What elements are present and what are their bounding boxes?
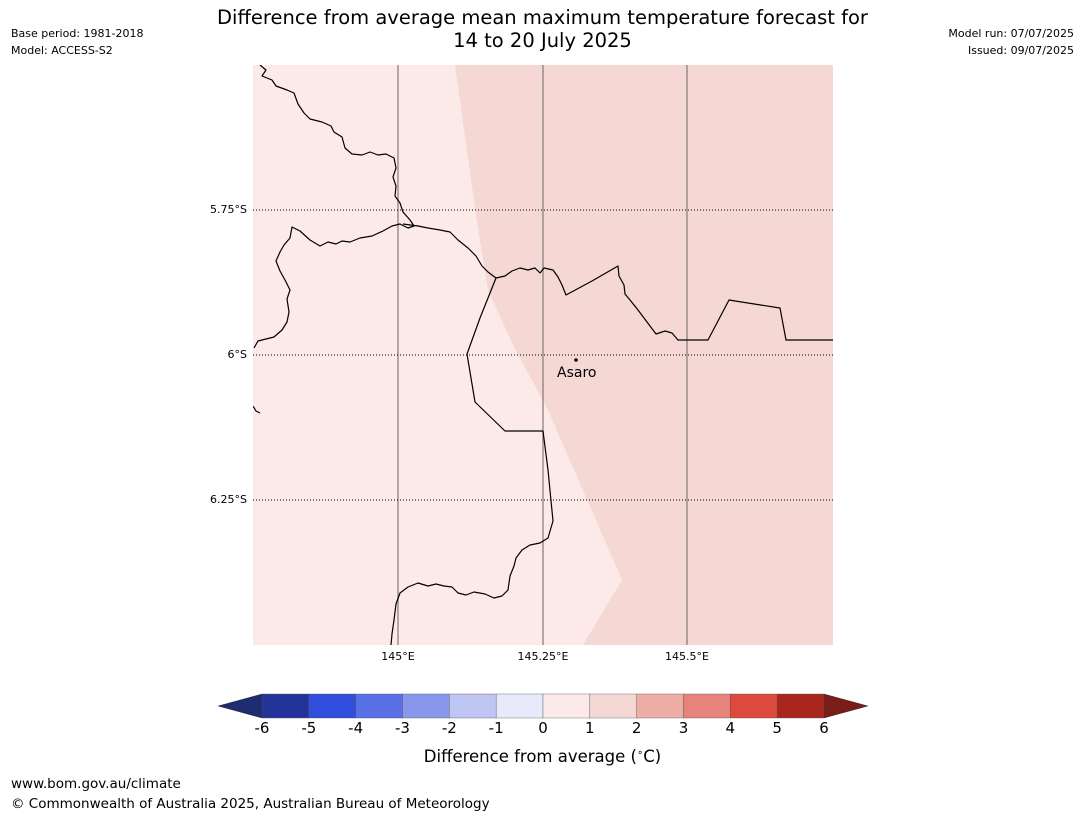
boundary-fragment-west [253, 405, 261, 414]
province-boundary-central [402, 223, 833, 341]
lat-tick-label: 6°S [227, 348, 247, 361]
footer-copyright: © Commonwealth of Australia 2025, Austra… [11, 796, 490, 812]
colorbar-tick-label: -4 [348, 719, 364, 737]
lat-tick-label: 5.75°S [210, 203, 247, 216]
colorbar-tick-label: -6 [254, 719, 270, 737]
colorbar-tick-label: 4 [725, 719, 736, 737]
colorbar-tick-label: 5 [772, 719, 782, 737]
issued-text: Issued: 09/07/2025 [967, 44, 1074, 57]
colorbar-segment [776, 693, 825, 719]
colorbar-segment [402, 693, 450, 719]
colorbar-label-unit: C) [643, 747, 662, 766]
colorbar-tick-label: 0 [538, 719, 548, 737]
colorbar-segment [730, 693, 778, 719]
map-title: Difference from average mean maximum tem… [0, 6, 1085, 52]
colorbar-segment [683, 693, 731, 719]
colorbar-under-arrow [217, 693, 263, 719]
colorbar-segment [261, 693, 310, 719]
colorbar-segment [495, 693, 544, 719]
colorbar-tick-label: -5 [301, 719, 317, 737]
base-period-text: Base period: 1981-2018 [11, 27, 144, 40]
title-line-2: 14 to 20 July 2025 [453, 29, 632, 52]
colorbar-segment [589, 693, 637, 719]
footer: www.bom.gov.au/climate © Commonwealth of… [11, 774, 490, 814]
colorbar-label: Difference from average (∘C) [423, 747, 662, 766]
lon-tick-label: 145°E [381, 650, 415, 663]
lon-tick-label: 145.25°E [517, 650, 569, 663]
meta-left: Base period: 1981-2018 Model: ACCESS-S2 [11, 25, 143, 59]
colorbar-tick-label: 1 [585, 719, 595, 737]
model-text: Model: ACCESS-S2 [11, 44, 113, 57]
colorbar-segment [636, 693, 684, 719]
colorbar-segment [308, 693, 356, 719]
colorbar-segments [261, 693, 825, 719]
colorbar-segment [542, 693, 591, 719]
colorbar-tick-label: 3 [678, 719, 689, 737]
colorbar-tick-label: 6 [819, 719, 829, 737]
model-run-text: Model run: 07/07/2025 [948, 27, 1074, 40]
colorbar-over-arrow [823, 693, 869, 719]
colorbar-label-text: Difference from average ( [423, 747, 637, 766]
province-boundary-south [390, 277, 554, 645]
footer-url: www.bom.gov.au/climate [11, 776, 181, 792]
lat-tick-label: 6.25°S [210, 493, 247, 506]
place-label-asaro: Asaro [557, 365, 597, 381]
colorbar-tick-label: -2 [441, 719, 457, 737]
colorbar-segment [355, 693, 403, 719]
colorbar-tick-label: -3 [395, 719, 410, 737]
title-line-1: Difference from average mean maximum tem… [217, 6, 868, 29]
lon-tick-label: 145.5°E [665, 650, 709, 663]
colorbar-tick-label: -1 [488, 719, 504, 737]
colorbar-tick-label: 2 [631, 719, 642, 737]
asaro-marker [574, 358, 578, 362]
meta-right: Model run: 07/07/2025 Issued: 09/07/2025 [948, 25, 1074, 59]
colorbar [217, 693, 869, 719]
colorbar-segment [449, 693, 497, 719]
